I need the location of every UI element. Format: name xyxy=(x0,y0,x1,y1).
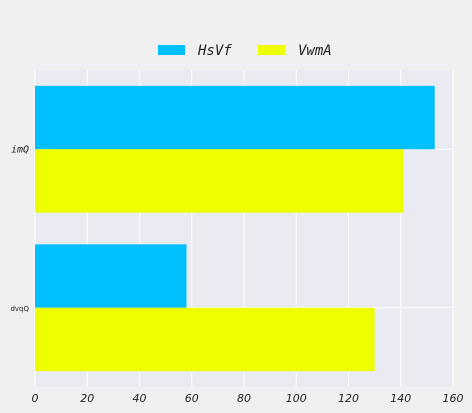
x-tick-label: 140 xyxy=(390,392,411,405)
legend-label: VwmA xyxy=(298,43,332,59)
x-tick-label: 0 xyxy=(32,392,39,405)
bar-hsvf-imq xyxy=(35,85,435,150)
x-tick-label: 120 xyxy=(338,392,359,405)
legend-label: HsVf xyxy=(197,43,232,59)
bars xyxy=(35,85,435,372)
x-tick-label: 80 xyxy=(237,392,251,405)
y-category-label: dvqQ xyxy=(10,305,29,313)
legend: HsVf VwmA xyxy=(158,43,332,59)
x-tick-label: 60 xyxy=(185,392,199,405)
y-axis-categories: imQ dvqQ xyxy=(10,144,29,313)
x-tick-label: 20 xyxy=(80,392,94,405)
bar-vwma-imq xyxy=(35,149,404,213)
bar-hsvf-dvqq xyxy=(35,244,187,308)
y-category-label: imQ xyxy=(11,144,29,155)
x-axis-ticks: 0 20 40 60 80 100 120 140 160 xyxy=(32,392,464,405)
x-tick-label: 160 xyxy=(443,392,464,405)
legend-swatch xyxy=(158,45,185,55)
x-tick-label: 100 xyxy=(286,392,307,405)
bar-vwma-dvqq xyxy=(35,307,375,372)
legend-swatch xyxy=(258,45,285,55)
x-tick-label: 40 xyxy=(133,392,147,405)
